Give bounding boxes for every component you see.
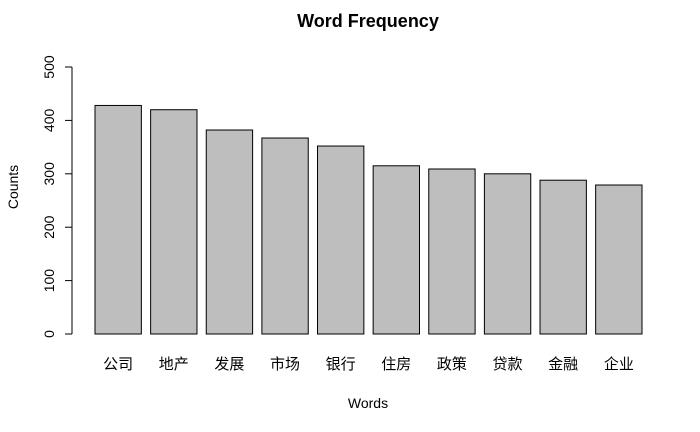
x-tick-labels: 公司 地产 发展 市场 银行 住房 政策 贷款 金融 企业 (103, 355, 634, 373)
y-tick-label: 400 (41, 109, 57, 133)
x-tick-label: 金融 (548, 355, 578, 373)
y-tick-label: 0 (41, 330, 57, 338)
x-tick-label: 地产 (159, 355, 189, 373)
x-tick-label: 企业 (604, 355, 634, 373)
y-axis-label: Counts (5, 165, 21, 209)
x-tick-label: 市场 (270, 355, 300, 373)
bar-6 (428, 168, 476, 335)
x-axis-label: Words (348, 395, 388, 411)
bar-7 (483, 173, 532, 335)
bar-4 (317, 145, 365, 335)
bar-2 (205, 129, 254, 335)
bar-8 (539, 179, 587, 335)
y-tick-label: 100 (41, 269, 57, 293)
y-axis: 0 100 200 300 400 500 (41, 55, 73, 338)
x-tick-label: 政策 (437, 355, 467, 373)
bar-1 (150, 109, 198, 335)
bar-0 (94, 104, 142, 335)
y-tick-label: 300 (41, 162, 57, 186)
bar-9 (595, 184, 643, 335)
bar-3 (261, 137, 309, 335)
x-tick-label: 住房 (381, 355, 411, 373)
bars-group (94, 104, 643, 335)
bar-5 (372, 165, 420, 335)
chart-title: Word Frequency (297, 11, 439, 31)
x-tick-label: 发展 (214, 355, 244, 373)
y-tick-label: 200 (41, 215, 57, 239)
x-tick-label: 银行 (326, 355, 356, 373)
x-tick-label: 公司 (103, 355, 133, 373)
x-tick-label: 贷款 (493, 355, 523, 373)
y-tick-label: 500 (41, 55, 57, 79)
